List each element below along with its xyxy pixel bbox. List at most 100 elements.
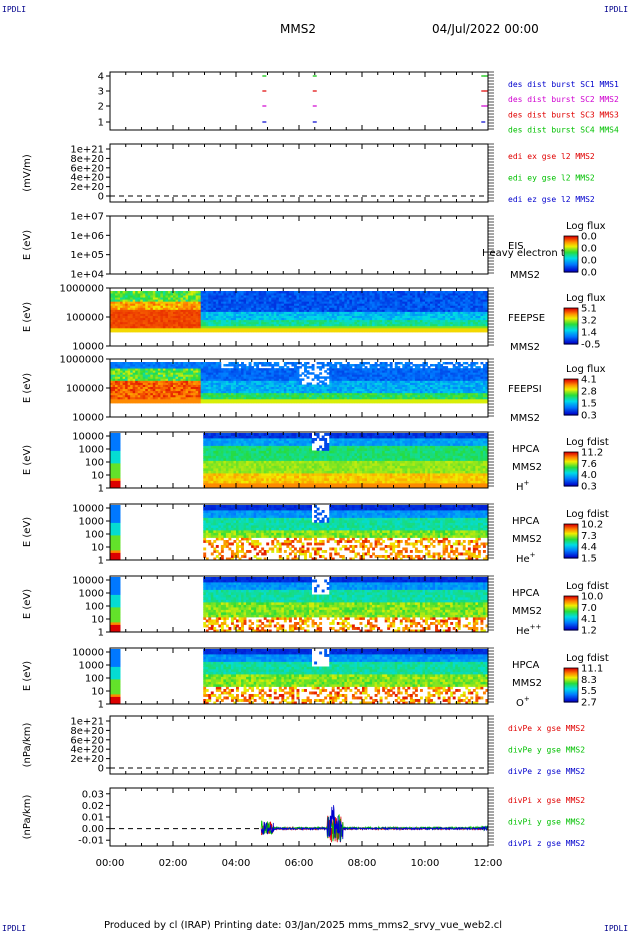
feepse-cell: [251, 299, 255, 302]
feepse-cell: [341, 315, 345, 319]
feepse-cell: [230, 299, 234, 302]
eis-frame: [109, 215, 489, 275]
feepse-cell: [291, 311, 295, 314]
feepse-cell: [329, 297, 333, 300]
feepse-cell: [331, 305, 335, 308]
feepse-cell: [137, 311, 141, 314]
eis-colorbar-cell: [564, 240, 578, 243]
feepse-cell: [246, 327, 249, 331]
feepse-cell: [256, 329, 260, 333]
feepse-cell: [173, 309, 176, 312]
feepse-cell: [132, 313, 136, 316]
feepse-cell: [236, 329, 239, 333]
feepse-cell: [248, 295, 252, 298]
feepse-cell: [367, 323, 370, 327]
feepse-cell: [283, 317, 287, 321]
feepse-cell: [145, 323, 149, 327]
page-title: MMS2: [280, 22, 316, 36]
feepse-cell: [137, 293, 141, 296]
feepse-cell: [160, 299, 164, 302]
eis-colorbar-cell: [564, 260, 578, 262]
feepse-cell: [238, 329, 242, 333]
feepse-cell: [137, 321, 141, 325]
feepse-cell: [117, 311, 121, 314]
feepse-cell: [326, 321, 330, 325]
feepse-cell: [117, 329, 121, 333]
feepse-cell: [210, 291, 214, 294]
feepse-cell: [288, 321, 292, 325]
feepse-cell: [316, 327, 320, 331]
feepse-cell: [354, 293, 358, 296]
feepse-cell: [314, 321, 318, 325]
feepse-cell: [321, 323, 325, 327]
feepse-cell: [210, 321, 214, 325]
feepse-cell: [367, 325, 370, 329]
feepse-cell: [115, 321, 118, 325]
feepsi-cell: [213, 362, 217, 365]
feepse-cell: [122, 301, 126, 304]
feepse-cell: [162, 313, 166, 316]
feepse-cell: [127, 329, 131, 333]
feepse-cell: [296, 309, 300, 312]
feepse-cell: [281, 329, 285, 333]
feepse-cell: [150, 325, 154, 329]
feepse-cell: [127, 321, 131, 325]
feepse-cell: [162, 319, 166, 323]
feepse-cell: [238, 299, 242, 302]
edi-legend-entry: edi ez gse l2 MMS2: [508, 195, 595, 204]
feepse-cell: [354, 323, 358, 327]
feepse-cell: [329, 305, 333, 308]
feepse-cell: [230, 291, 234, 294]
feepse-cell: [228, 295, 232, 298]
feepse-cell: [442, 291, 446, 294]
feepse-cell: [120, 303, 123, 306]
feepse-cell: [228, 329, 232, 333]
feepse-cell: [440, 291, 444, 294]
feepse-cell: [344, 297, 348, 300]
feepse-cell: [230, 305, 234, 308]
feepse-cell: [326, 313, 330, 316]
feepsi-cell: [314, 374, 318, 377]
feepse-cell: [268, 311, 272, 314]
feepse-cell: [293, 329, 297, 333]
feepsi-cell: [263, 362, 267, 365]
feepse-cell: [165, 301, 169, 304]
feepse-cell: [130, 301, 134, 304]
feepse-cell: [263, 295, 267, 298]
feepse-cell: [263, 297, 267, 300]
feepse-cell: [180, 317, 184, 321]
feepse-cell: [271, 317, 275, 321]
feepsi-cell: [273, 368, 277, 371]
feepse-cell: [210, 297, 214, 300]
feepse-cell: [198, 315, 202, 319]
feepse-cell: [301, 329, 305, 333]
feepse-cell: [253, 307, 257, 310]
feepse-cell: [127, 313, 131, 316]
feepse-cell: [190, 307, 194, 310]
feepsi-cell: [314, 384, 318, 387]
feepsi-cell: [180, 362, 184, 365]
feepse-cell: [299, 323, 302, 327]
feepse-cell: [142, 301, 146, 304]
feepse-cell: [225, 315, 229, 319]
feepse-cell: [120, 299, 123, 302]
feepse-cell: [130, 323, 134, 327]
feepse-cell: [236, 311, 239, 314]
burst-ytick-label: 3: [98, 87, 104, 98]
feepse-cell: [233, 309, 237, 312]
feepse-cell: [273, 311, 277, 314]
feepse-cell: [195, 305, 199, 308]
feepse-cell: [152, 295, 156, 298]
feepse-cell: [208, 299, 212, 302]
eis-colorbar-cell: [564, 264, 578, 267]
feepse-cell: [135, 325, 139, 329]
feepsi-cell: [228, 368, 232, 371]
feepse-cell: [309, 307, 312, 310]
feepse-cell: [283, 329, 287, 333]
feepsi-cell: [215, 362, 219, 365]
feepse-cell: [246, 297, 249, 300]
feepse-cell: [301, 305, 305, 308]
feepse-cell: [314, 297, 318, 300]
feepse-cell: [137, 307, 141, 310]
feepse-cell: [241, 321, 244, 325]
